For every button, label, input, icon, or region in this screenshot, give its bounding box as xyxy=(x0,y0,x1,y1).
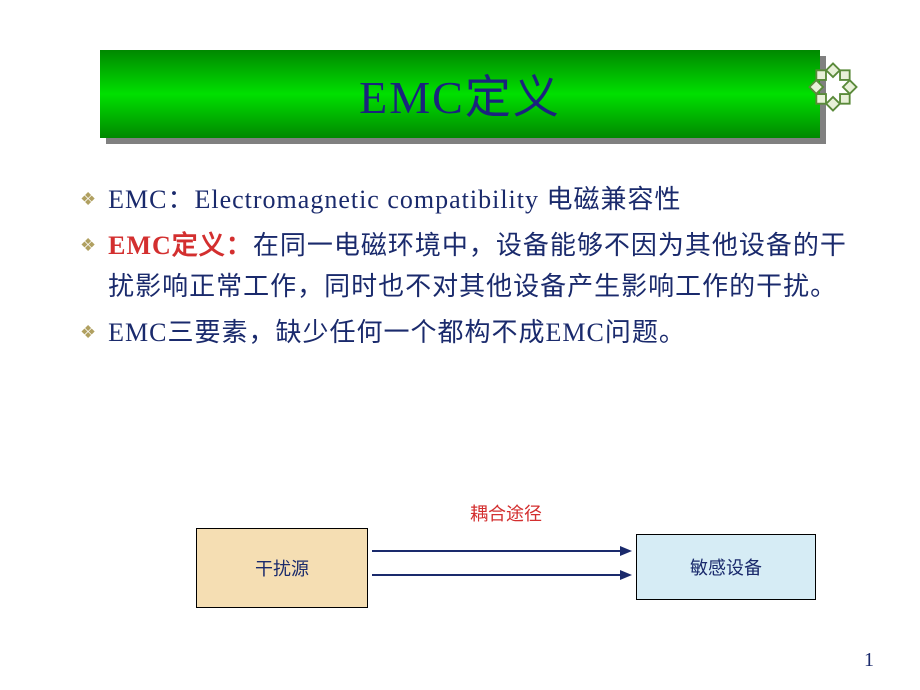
bullet-prefix: EMC定义： xyxy=(108,231,253,260)
slide: EMC定义 ❖ EMC：Electromagnetic compatibility… xyxy=(0,0,920,690)
logo-icon xyxy=(802,56,864,118)
bullet-list: ❖ EMC：Electromagnetic compatibility 电磁兼容性… xyxy=(50,180,870,353)
diagram-target-box: 敏感设备 xyxy=(636,534,816,600)
page-number: 1 xyxy=(864,649,874,672)
diagram-coupling-label: 耦合途径 xyxy=(470,500,542,526)
bullet-text: EMC三要素，缺少任何一个都构不成EMC问题。 xyxy=(108,313,686,353)
bullet-prefix: EMC： xyxy=(108,185,194,214)
bullet-marker-icon: ❖ xyxy=(80,319,96,347)
bullet-text: EMC：Electromagnetic compatibility 电磁兼容性 xyxy=(108,180,681,220)
bullet-marker-icon: ❖ xyxy=(80,186,96,214)
bullet-text: EMC定义：在同一电磁环境中，设备能够不因为其他设备的干扰影响正常工作，同时也不… xyxy=(108,226,852,307)
bullet-marker-icon: ❖ xyxy=(80,232,96,260)
emc-diagram: 干扰源 敏感设备 耦合途径 xyxy=(0,490,920,630)
diagram-arrow xyxy=(372,550,620,552)
bullet-item: ❖ EMC三要素，缺少任何一个都构不成EMC问题。 xyxy=(80,313,852,353)
diagram-source-box: 干扰源 xyxy=(196,528,368,608)
diagram-arrow xyxy=(372,574,620,576)
diagram-arrow-head-icon xyxy=(620,546,632,556)
bullet-item: ❖ EMC定义：在同一电磁环境中，设备能够不因为其他设备的干扰影响正常工作，同时也… xyxy=(80,226,852,307)
bullet-rest: Electromagnetic compatibility 电磁兼容性 xyxy=(194,185,681,214)
title-bar: EMC定义 xyxy=(100,50,820,138)
bullet-item: ❖ EMC：Electromagnetic compatibility 电磁兼容性 xyxy=(80,180,852,220)
bullet-rest: EMC三要素，缺少任何一个都构不成EMC问题。 xyxy=(108,318,686,347)
diagram-arrow-head-icon xyxy=(620,570,632,580)
logo-petal xyxy=(826,63,840,77)
slide-title: EMC定义 xyxy=(359,61,561,127)
